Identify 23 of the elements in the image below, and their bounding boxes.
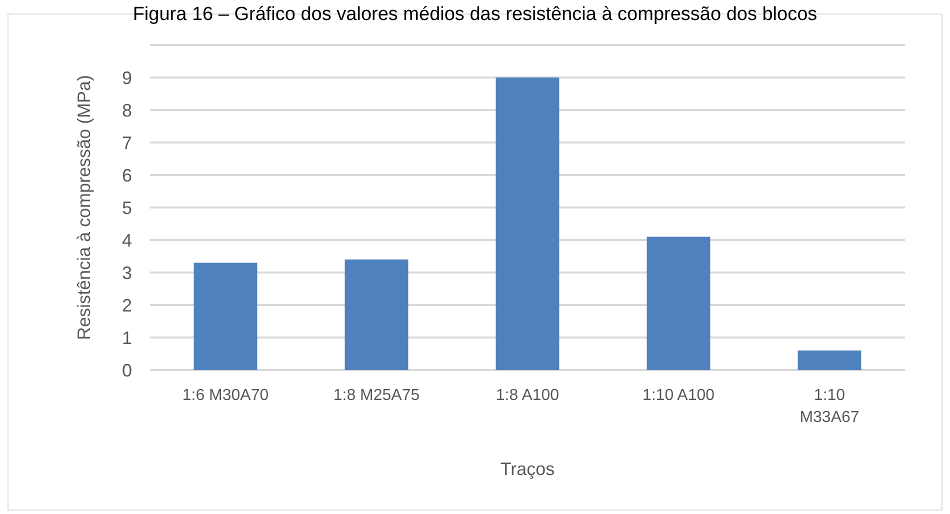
x-tick-label: 1:8 A100 [496, 387, 560, 404]
y-tick-label: 8 [122, 100, 132, 120]
x-tick-label: 1:8 M25A75 [333, 387, 420, 404]
y-tick-label: 2 [122, 295, 132, 316]
y-axis-title: Resistência à compressão (MPa) [74, 74, 94, 340]
bar [646, 236, 710, 370]
y-tick-label: 7 [122, 132, 132, 153]
bar [194, 262, 258, 370]
y-tick-label: 9 [122, 68, 132, 88]
y-tick-label: 5 [122, 198, 132, 218]
y-tick-label: 6 [122, 165, 132, 186]
x-tick-label: 1:10 M33A67 [800, 387, 860, 426]
bar [798, 350, 862, 370]
y-tick-label: 3 [122, 262, 132, 283]
y-tick-label: 1 [122, 328, 132, 348]
bar [344, 260, 408, 370]
chart-title: Figura 16 – Gráfico dos valores médios das resistência à compressão dos blocos [132, 4, 818, 25]
x-tick-label: 1:10 A100 [642, 387, 715, 404]
x-axis-title: Traços [500, 459, 555, 479]
y-tick-label: 0 [122, 360, 132, 380]
y-tick-label: 4 [122, 230, 132, 250]
x-tick-label: 1:6 M30A70 [182, 387, 269, 404]
bar [496, 78, 560, 370]
